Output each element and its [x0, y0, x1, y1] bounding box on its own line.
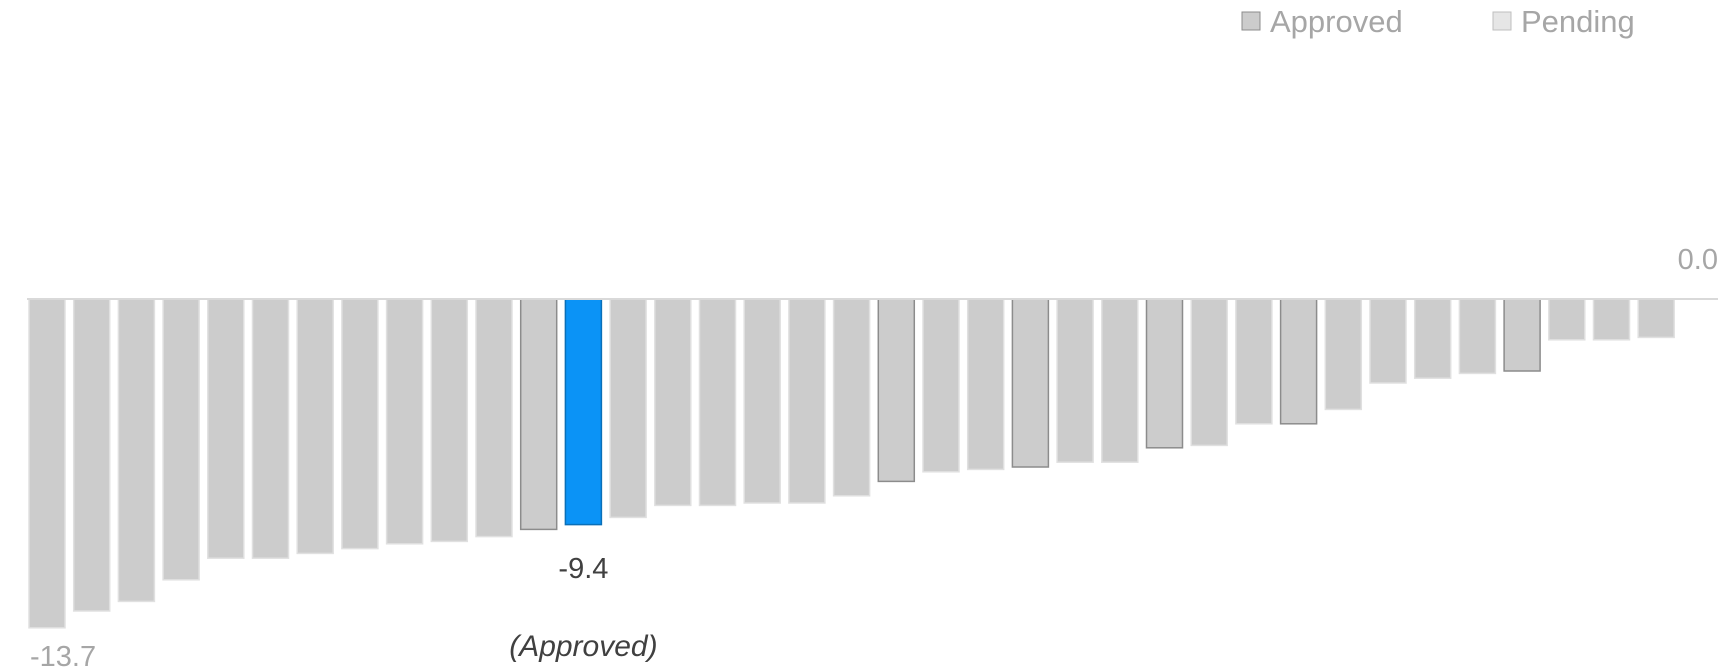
- legend-label-pending: Pending: [1521, 4, 1635, 39]
- bar-pending: [341, 298, 379, 550]
- bar-pending: [1235, 298, 1273, 425]
- legend: Approved Pending: [1241, 4, 1635, 39]
- bar-pending: [922, 298, 960, 473]
- zero-value-label: 0.0: [1678, 244, 1718, 276]
- bar-pending: [430, 298, 469, 543]
- bar-approved: [1011, 298, 1050, 468]
- bar-pending: [832, 298, 871, 497]
- bar-pending: [1458, 298, 1497, 375]
- bar-pending: [1548, 298, 1586, 341]
- bar-pending: [72, 298, 111, 612]
- highlight-status-label: (Approved): [509, 630, 657, 663]
- bar-approved: [1503, 298, 1541, 372]
- bar-approved: [1279, 298, 1318, 425]
- bar-pending: [28, 298, 66, 629]
- bar-pending: [654, 298, 692, 507]
- bar-pending: [698, 298, 737, 507]
- min-value-label: -13.7: [30, 641, 96, 669]
- legend-label-approved: Approved: [1270, 4, 1403, 39]
- bar-pending: [1190, 298, 1228, 447]
- bar-pending: [609, 298, 647, 519]
- bar-pending: [117, 298, 156, 603]
- bar-pending: [162, 298, 200, 581]
- bar-pending: [207, 298, 245, 559]
- bar-pending: [1324, 298, 1363, 411]
- bar-series: [28, 298, 1675, 629]
- bar-pending: [966, 298, 1005, 471]
- bar-pending: [385, 298, 424, 545]
- legend-swatch-pending: [1492, 11, 1512, 31]
- bar-approved: [519, 298, 558, 531]
- bar-pending: [1592, 298, 1631, 341]
- legend-swatch-approved: [1241, 11, 1261, 31]
- highlight-value-label: -9.4: [558, 553, 608, 585]
- bar-pending: [1369, 298, 1407, 384]
- bar-pending: [743, 298, 781, 504]
- bar-pending: [475, 298, 513, 538]
- bar-pending: [1056, 298, 1094, 463]
- bar-pending: [251, 298, 290, 559]
- bar-pending: [1101, 298, 1139, 463]
- bar-highlighted: [564, 298, 603, 526]
- bar-pending: [1413, 298, 1452, 379]
- bar-pending: [296, 298, 334, 555]
- bar-approved: [877, 298, 916, 483]
- bar-pending: [788, 298, 826, 504]
- bar-pending: [1637, 298, 1675, 339]
- bar-approved: [1145, 298, 1184, 449]
